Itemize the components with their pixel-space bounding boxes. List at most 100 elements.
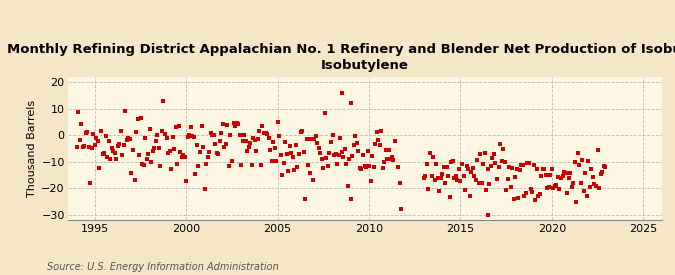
Point: [209, 133, 219, 138]
Point: [341, 162, 352, 166]
Point: [346, 101, 356, 106]
Point: [449, 176, 460, 180]
Point: [383, 148, 394, 153]
Point: [103, 139, 114, 143]
Point: [129, 178, 140, 182]
Point: [94, 166, 105, 170]
Point: [462, 166, 473, 171]
Point: [388, 157, 399, 162]
Point: [76, 121, 86, 126]
Point: [371, 130, 382, 134]
Point: [587, 175, 598, 179]
Point: [199, 187, 210, 192]
Point: [507, 166, 518, 170]
Point: [348, 143, 359, 147]
Point: [268, 139, 279, 144]
Y-axis label: Thousand Barrels: Thousand Barrels: [27, 100, 37, 197]
Point: [164, 149, 175, 153]
Point: [362, 149, 373, 154]
Point: [193, 164, 204, 168]
Point: [144, 127, 155, 131]
Point: [228, 121, 239, 125]
Point: [485, 164, 496, 168]
Point: [244, 144, 254, 149]
Point: [90, 142, 101, 147]
Point: [165, 167, 176, 171]
Point: [246, 163, 257, 167]
Point: [180, 155, 190, 159]
Point: [370, 142, 381, 146]
Point: [432, 176, 443, 180]
Point: [324, 150, 335, 155]
Point: [248, 136, 259, 141]
Point: [336, 150, 347, 155]
Point: [360, 165, 371, 170]
Point: [533, 194, 543, 199]
Point: [514, 167, 525, 172]
Point: [271, 159, 281, 163]
Point: [152, 133, 163, 137]
Point: [79, 144, 90, 148]
Point: [600, 165, 611, 169]
Point: [500, 160, 510, 164]
Point: [542, 185, 553, 190]
Point: [501, 188, 512, 192]
Point: [134, 152, 144, 157]
Point: [239, 133, 250, 137]
Point: [72, 145, 82, 149]
Point: [562, 191, 572, 196]
Text: Source: U.S. Energy Information Administration: Source: U.S. Energy Information Administ…: [47, 262, 279, 272]
Point: [325, 140, 336, 144]
Point: [377, 166, 388, 170]
Point: [301, 136, 312, 141]
Point: [593, 186, 604, 190]
Point: [266, 159, 277, 163]
Point: [225, 133, 236, 138]
Point: [338, 155, 348, 160]
Point: [478, 161, 489, 166]
Point: [310, 134, 321, 139]
Point: [365, 179, 376, 183]
Point: [336, 91, 347, 95]
Point: [73, 110, 84, 114]
Point: [354, 166, 365, 170]
Point: [269, 145, 280, 150]
Point: [192, 142, 202, 147]
Point: [551, 183, 562, 187]
Point: [242, 148, 252, 153]
Point: [549, 184, 560, 188]
Point: [92, 139, 103, 143]
Point: [461, 164, 472, 168]
Point: [141, 157, 152, 161]
Point: [153, 146, 164, 150]
Point: [309, 137, 320, 142]
Point: [364, 163, 375, 168]
Point: [181, 178, 192, 183]
Point: [190, 172, 201, 177]
Point: [317, 156, 327, 161]
Point: [288, 154, 298, 159]
Point: [263, 136, 274, 140]
Point: [137, 162, 148, 166]
Point: [458, 174, 469, 178]
Point: [200, 162, 211, 166]
Point: [358, 153, 369, 158]
Point: [222, 123, 233, 127]
Point: [496, 158, 507, 163]
Point: [319, 111, 330, 116]
Point: [188, 135, 199, 139]
Point: [450, 174, 461, 178]
Point: [122, 138, 132, 142]
Point: [342, 184, 353, 188]
Point: [528, 163, 539, 167]
Point: [512, 167, 522, 171]
Point: [170, 125, 181, 129]
Point: [497, 147, 508, 151]
Point: [91, 136, 102, 140]
Point: [493, 165, 504, 169]
Point: [440, 180, 451, 185]
Point: [464, 194, 475, 199]
Point: [481, 188, 492, 192]
Point: [265, 147, 275, 152]
Point: [456, 162, 467, 166]
